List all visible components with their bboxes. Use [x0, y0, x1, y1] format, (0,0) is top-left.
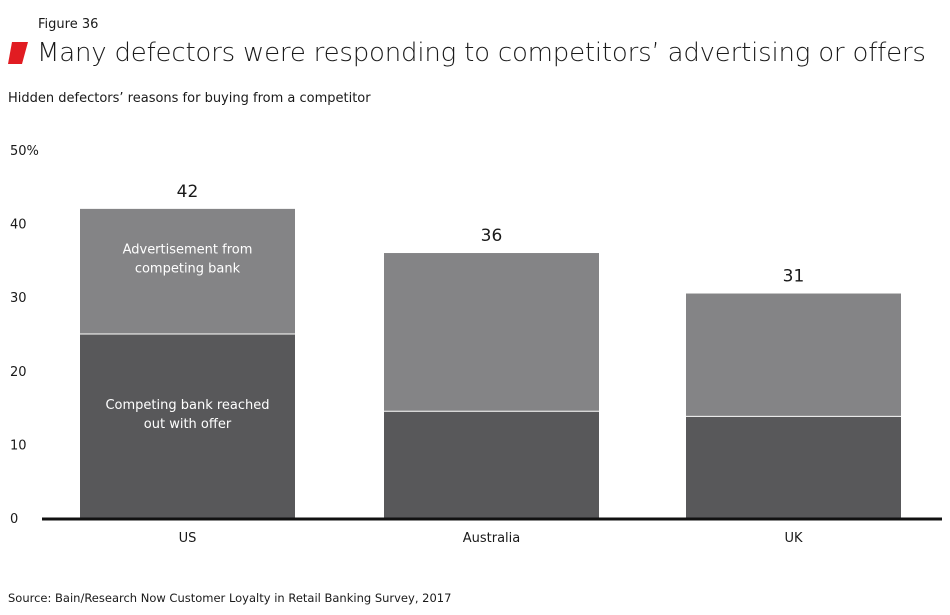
bar-segment-offer	[384, 411, 599, 518]
y-tick-label: 40	[10, 218, 27, 233]
x-category-label: US	[179, 531, 197, 546]
y-tick-label: 50%	[10, 144, 39, 159]
chart-subtitle: Hidden defectors’ reasons for buying fro…	[8, 91, 371, 106]
bar-total-label: 42	[177, 182, 199, 202]
figure-label: Figure 36	[38, 17, 99, 32]
bar-segment-offer	[686, 416, 901, 518]
source-note: Source: Bain/Research Now Customer Loyal…	[8, 591, 452, 605]
bar-segment-advertisement	[686, 293, 901, 417]
chart-title: Many defectors were responding to compet…	[37, 38, 926, 68]
y-tick-label: 0	[10, 512, 18, 527]
bar-total-label: 31	[783, 267, 805, 287]
segment-label-offer: Competing bank reached	[105, 398, 269, 413]
bar-total-label: 36	[481, 226, 503, 246]
accent-shape	[8, 42, 28, 64]
y-tick-label: 10	[10, 438, 27, 453]
segment-label-advertisement: competing bank	[135, 261, 241, 276]
segment-label-advertisement: Advertisement from	[123, 242, 253, 257]
x-category-label: UK	[784, 531, 803, 546]
bar-segment-offer	[80, 334, 295, 518]
segment-label-offer: out with offer	[144, 417, 232, 432]
title-row: Many defectors were responding to compet…	[8, 38, 926, 68]
y-tick-label: 30	[10, 291, 27, 306]
y-tick-label: 20	[10, 365, 27, 380]
bar-segment-advertisement	[384, 253, 599, 412]
accent-mark	[8, 42, 28, 64]
x-category-label: Australia	[463, 531, 521, 546]
bar-segment-advertisement	[80, 208, 295, 334]
